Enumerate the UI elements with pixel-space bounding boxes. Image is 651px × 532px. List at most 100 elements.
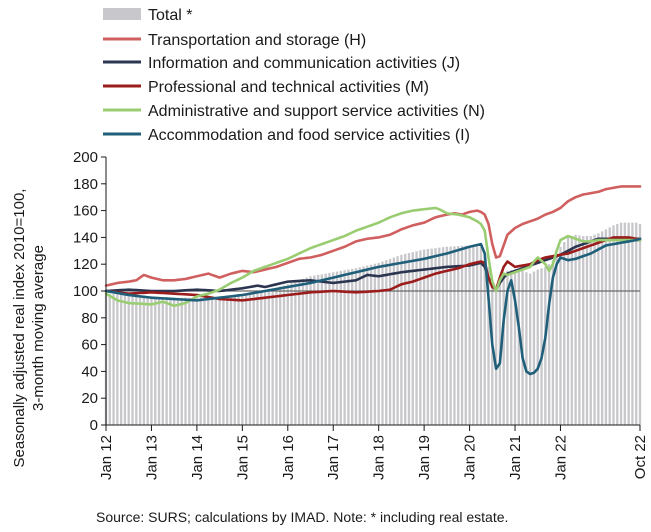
total-bar	[502, 274, 505, 425]
total-bar	[536, 269, 539, 425]
total-bar	[487, 266, 490, 425]
total-bar	[540, 268, 543, 425]
total-bars	[104, 222, 642, 425]
total-bar	[555, 254, 558, 425]
total-bar	[252, 292, 255, 425]
total-bar	[449, 246, 452, 425]
y-axis-title-line2: 3-month moving average	[30, 245, 47, 411]
total-bar	[316, 274, 320, 425]
total-bar	[244, 293, 248, 425]
total-bar	[267, 289, 271, 425]
total-bar	[279, 286, 282, 425]
total-bar	[631, 222, 634, 425]
total-bar	[623, 222, 627, 425]
total-bar	[544, 266, 547, 425]
total-bar	[532, 271, 536, 425]
series-lines	[104, 185, 642, 376]
total-bar	[612, 225, 615, 425]
y-tick-label: 20	[81, 390, 98, 407]
total-bar	[517, 270, 520, 425]
total-bar	[282, 285, 286, 425]
total-bar	[419, 250, 422, 425]
total-bar	[627, 222, 630, 425]
total-bar	[313, 275, 316, 425]
total-bar	[430, 248, 433, 425]
x-tick-label: Jan 17	[325, 435, 342, 480]
total-bar	[362, 266, 365, 425]
total-bar	[173, 297, 176, 425]
legend-label-administrative: Administrative and support service activ…	[148, 103, 485, 120]
total-bar	[616, 224, 619, 425]
total-bar	[146, 296, 149, 425]
total-bar	[165, 297, 168, 425]
total-bar	[290, 282, 293, 425]
total-bar	[294, 281, 297, 425]
total-bar	[332, 272, 335, 425]
total-bar	[407, 253, 411, 425]
total-bar	[369, 264, 373, 425]
x-tick-label: Jan 21	[507, 435, 524, 480]
total-bar	[385, 260, 388, 425]
total-bar	[464, 245, 467, 425]
total-bar	[188, 297, 191, 425]
x-tick-label: Jan 19	[416, 435, 433, 480]
series-line-4	[104, 237, 642, 376]
total-bar	[404, 253, 407, 425]
total-bar	[351, 268, 354, 425]
legend-label-accommodation: Accommodation and food service activitie…	[148, 127, 470, 144]
total-bar	[339, 270, 342, 425]
total-bar	[578, 235, 581, 425]
series-line-3	[104, 206, 642, 308]
y-tick-label: 100	[73, 283, 98, 300]
total-bar	[131, 295, 134, 425]
y-axis-ticks: 0 20 40 60 80 100 120 140 160 180 200	[73, 149, 106, 434]
legend-swatch-total	[103, 8, 141, 20]
total-bar	[559, 246, 562, 425]
total-bar	[525, 272, 528, 425]
total-bar	[589, 236, 592, 425]
total-bar	[445, 246, 449, 425]
total-bar	[582, 236, 585, 425]
total-bar	[108, 293, 111, 425]
total-bar	[483, 253, 486, 425]
total-bar	[563, 242, 566, 425]
total-bar	[373, 263, 377, 425]
total-bar	[377, 262, 380, 425]
total-bar	[415, 251, 418, 425]
y-tick-label: 160	[73, 203, 98, 220]
y-tick-label: 200	[73, 149, 98, 166]
total-bar	[260, 291, 263, 425]
legend-label-information: Information and communication activities…	[148, 55, 460, 72]
total-bar	[241, 293, 244, 425]
total-bar	[207, 297, 210, 425]
x-tick-label: Jan 18	[371, 435, 388, 480]
x-tick-label: Jan 14	[189, 435, 206, 480]
total-bar	[593, 234, 596, 425]
total-bar	[438, 247, 441, 425]
total-bar	[324, 273, 327, 425]
total-bar	[176, 297, 180, 425]
y-tick-label: 40	[81, 363, 98, 380]
total-bar	[441, 247, 445, 425]
total-bar	[358, 267, 361, 425]
total-bar	[547, 264, 551, 425]
total-bar	[199, 297, 202, 425]
total-bar	[635, 222, 638, 425]
total-bar	[150, 296, 153, 425]
x-tick-label: Jan 13	[143, 435, 160, 480]
x-tick-label: Jan 22	[552, 435, 569, 480]
total-bar	[210, 296, 214, 425]
total-bar	[157, 296, 161, 425]
total-bar	[226, 295, 229, 425]
total-bar	[494, 286, 498, 425]
total-bar	[460, 245, 464, 425]
total-bar	[608, 227, 611, 425]
y-tick-label: 60	[81, 337, 98, 354]
total-bar	[411, 252, 414, 425]
total-bar	[604, 229, 608, 425]
total-bar	[457, 246, 460, 425]
total-bar	[551, 260, 555, 425]
y-tick-label: 140	[73, 229, 98, 246]
total-bar	[248, 292, 252, 425]
